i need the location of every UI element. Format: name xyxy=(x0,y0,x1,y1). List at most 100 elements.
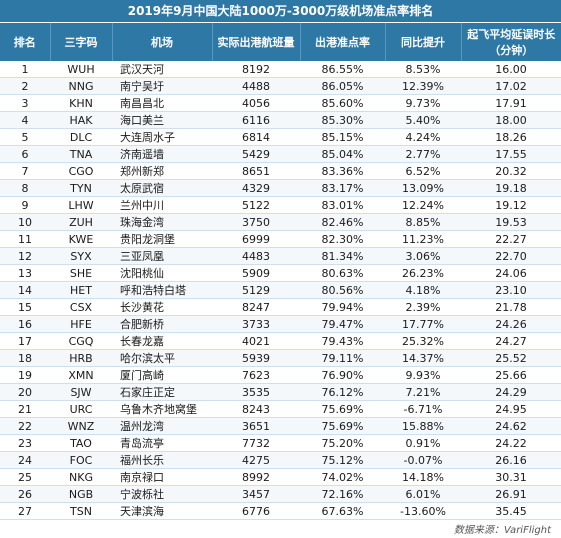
cell-yoy: 14.18% xyxy=(385,468,461,486)
table-row: 18 HRB 哈尔滨太平 5939 79.11% 14.37% 25.52 xyxy=(0,349,561,367)
table-row: 23 TAO 青岛流亭 7732 75.20% 0.91% 24.22 xyxy=(0,434,561,452)
cell-yoy: 8.53% xyxy=(385,61,461,78)
cell-flights: 5429 xyxy=(212,145,300,163)
cell-yoy: -0.07% xyxy=(385,451,461,469)
cell-rank: 11 xyxy=(0,230,50,248)
cell-delay: 18.00 xyxy=(461,111,561,129)
cell-ontime: 75.20% xyxy=(300,434,385,452)
cell-ontime: 85.15% xyxy=(300,128,385,146)
cell-yoy: 6.01% xyxy=(385,485,461,503)
table-row: 24 FOC 福州长乐 4275 75.12% -0.07% 26.16 xyxy=(0,451,561,469)
cell-airport: 南宁吴圩 xyxy=(112,77,212,95)
table-row: 6 TNA 济南遥墙 5429 85.04% 2.77% 17.55 xyxy=(0,145,561,163)
cell-rank: 6 xyxy=(0,145,50,163)
cell-delay: 24.06 xyxy=(461,264,561,282)
table-row: 1 WUH 武汉天河 8192 86.55% 8.53% 16.00 xyxy=(0,61,561,78)
cell-flights: 4329 xyxy=(212,179,300,197)
cell-flights: 4056 xyxy=(212,94,300,112)
table-row: 3 KHN 南昌昌北 4056 85.60% 9.73% 17.91 xyxy=(0,94,561,112)
cell-flights: 5122 xyxy=(212,196,300,214)
cell-yoy: 14.37% xyxy=(385,349,461,367)
cell-delay: 24.27 xyxy=(461,332,561,350)
cell-flights: 7623 xyxy=(212,366,300,384)
cell-ontime: 75.69% xyxy=(300,400,385,418)
cell-yoy: 9.73% xyxy=(385,94,461,112)
cell-yoy: 9.93% xyxy=(385,366,461,384)
cell-ontime: 79.11% xyxy=(300,349,385,367)
cell-yoy: 12.39% xyxy=(385,77,461,95)
cell-code: TAO xyxy=(50,434,112,452)
cell-flights: 6814 xyxy=(212,128,300,146)
cell-yoy: 15.88% xyxy=(385,417,461,435)
cell-airport: 乌鲁木齐地窝堡 xyxy=(112,400,212,418)
cell-code: KWE xyxy=(50,230,112,248)
cell-yoy: 3.06% xyxy=(385,247,461,265)
cell-yoy: -6.71% xyxy=(385,400,461,418)
table-row: 17 CGQ 长春龙嘉 4021 79.43% 25.32% 24.27 xyxy=(0,332,561,350)
cell-code: CGO xyxy=(50,162,112,180)
table-row: 15 CSX 长沙黄花 8247 79.94% 2.39% 21.78 xyxy=(0,298,561,316)
cell-flights: 3457 xyxy=(212,485,300,503)
cell-rank: 1 xyxy=(0,61,50,78)
cell-airport: 长沙黄花 xyxy=(112,298,212,316)
cell-flights: 7732 xyxy=(212,434,300,452)
cell-delay: 22.70 xyxy=(461,247,561,265)
table-row: 11 KWE 贵阳龙洞堡 6999 82.30% 11.23% 22.27 xyxy=(0,230,561,248)
cell-code: SYX xyxy=(50,247,112,265)
cell-rank: 16 xyxy=(0,315,50,333)
cell-code: SJW xyxy=(50,383,112,401)
cell-rank: 22 xyxy=(0,417,50,435)
cell-delay: 17.55 xyxy=(461,145,561,163)
cell-yoy: 13.09% xyxy=(385,179,461,197)
cell-delay: 24.95 xyxy=(461,400,561,418)
cell-rank: 14 xyxy=(0,281,50,299)
header-delay-line2: （分钟） xyxy=(489,44,534,57)
cell-delay: 26.16 xyxy=(461,451,561,469)
table-row: 7 CGO 郑州新郑 8651 83.36% 6.52% 20.32 xyxy=(0,162,561,180)
cell-ontime: 82.30% xyxy=(300,230,385,248)
cell-code: URC xyxy=(50,400,112,418)
table-row: 25 NKG 南京禄口 8992 74.02% 14.18% 30.31 xyxy=(0,468,561,486)
table-row: 13 SHE 沈阳桃仙 5909 80.63% 26.23% 24.06 xyxy=(0,264,561,282)
header-airport: 机场 xyxy=(112,23,213,61)
cell-rank: 21 xyxy=(0,400,50,418)
cell-flights: 6116 xyxy=(212,111,300,129)
cell-airport: 合肥新桥 xyxy=(112,315,212,333)
ranking-table: 排名 三字码 机场 实际出港航班量 出港准点率 同比提升 起飞平均延误时长 （分… xyxy=(0,23,561,520)
cell-yoy: 5.40% xyxy=(385,111,461,129)
cell-rank: 7 xyxy=(0,162,50,180)
table-row: 8 TYN 太原武宿 4329 83.17% 13.09% 19.18 xyxy=(0,179,561,197)
cell-yoy: 25.32% xyxy=(385,332,461,350)
cell-airport: 武汉天河 xyxy=(112,61,212,78)
cell-rank: 27 xyxy=(0,502,50,520)
cell-flights: 8192 xyxy=(212,61,300,78)
cell-flights: 8992 xyxy=(212,468,300,486)
cell-ontime: 76.90% xyxy=(300,366,385,384)
cell-yoy: 12.24% xyxy=(385,196,461,214)
cell-rank: 4 xyxy=(0,111,50,129)
cell-rank: 18 xyxy=(0,349,50,367)
cell-code: HET xyxy=(50,281,112,299)
cell-airport: 福州长乐 xyxy=(112,451,212,469)
cell-flights: 8651 xyxy=(212,162,300,180)
cell-ontime: 75.12% xyxy=(300,451,385,469)
cell-flights: 5129 xyxy=(212,281,300,299)
cell-yoy: 4.24% xyxy=(385,128,461,146)
table-row: 10 ZUH 珠海金湾 3750 82.46% 8.85% 19.53 xyxy=(0,213,561,231)
cell-code: NKG xyxy=(50,468,112,486)
cell-airport: 济南遥墙 xyxy=(112,145,212,163)
cell-flights: 4275 xyxy=(212,451,300,469)
cell-airport: 天津滨海 xyxy=(112,502,212,520)
cell-rank: 26 xyxy=(0,485,50,503)
cell-airport: 贵阳龙洞堡 xyxy=(112,230,212,248)
cell-rank: 13 xyxy=(0,264,50,282)
cell-flights: 3535 xyxy=(212,383,300,401)
cell-ontime: 82.46% xyxy=(300,213,385,231)
cell-code: WUH xyxy=(50,61,112,78)
cell-yoy: 11.23% xyxy=(385,230,461,248)
cell-ontime: 86.55% xyxy=(300,61,385,78)
cell-code: HFE xyxy=(50,315,112,333)
cell-flights: 5909 xyxy=(212,264,300,282)
cell-delay: 35.45 xyxy=(461,502,561,520)
